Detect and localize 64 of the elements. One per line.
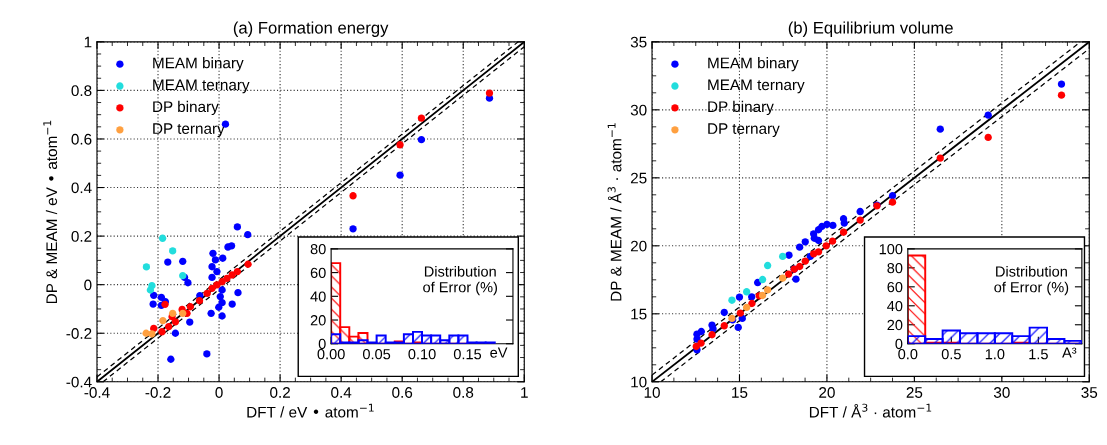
annotation: Distribution of Error (%) [994, 265, 1069, 296]
y-tick-label: 0 [895, 338, 903, 350]
y-tick-label: 30 [630, 104, 647, 116]
y-tick-label: 40 [887, 300, 903, 312]
x-tick-label: 30 [993, 387, 1010, 398]
x-tick-label: 0.10 [408, 348, 436, 360]
y-tick-label: 80 [887, 262, 903, 274]
legend-label: DP binary [708, 100, 774, 116]
legend-label: MEAM binary [708, 57, 799, 72]
y-tick-label: -0.2 [66, 328, 92, 339]
x-tick-label: 25 [906, 387, 923, 398]
y-tick-label: 60 [887, 281, 903, 293]
y-tick-label: 20 [310, 315, 326, 326]
y-tick-label: 0.4 [71, 182, 92, 194]
y-tick-label: 20 [630, 240, 647, 252]
y-tick-label: 100 [879, 243, 903, 255]
y-tick-label: 0.2 [71, 230, 92, 242]
y-tick-label: 20 [887, 319, 903, 331]
x-tick-label: 0.15 [453, 348, 482, 360]
chart-title: (a) Formation energy [233, 21, 389, 37]
legend-label: MEAM ternary [708, 79, 805, 94]
legend-label: MEAM binary [153, 57, 244, 72]
y-tick-label: 80 [310, 243, 326, 255]
annotation: Distribution of Error (%) [423, 265, 497, 296]
y-axis-title: DP & MEAM / eV • atom$^{−1}$ [43, 120, 58, 304]
x-tick-label: 0.4 [331, 387, 352, 398]
y-tick-label: 40 [310, 291, 326, 302]
y-tick-label: 0.6 [71, 133, 92, 145]
x-tick-label: 0.6 [392, 387, 413, 398]
x-tick-label: 1 [521, 387, 528, 398]
y-tick-label: 1 [84, 36, 92, 48]
y-tick-label: 10 [631, 376, 647, 388]
x-tick-label: 15 [732, 387, 748, 398]
x-tick-label: 1.0 [985, 348, 1005, 360]
legend-label: DP binary [153, 100, 219, 116]
chart-title: (b) Equilibrium volume [788, 21, 953, 37]
x-tick-label: 0 [215, 387, 223, 398]
x-axis-title: DFT / Å$^{3}$ · atom$^{−1}$ [809, 403, 932, 418]
legend-label: DP ternary [153, 123, 225, 137]
y-tick-label: 25 [630, 172, 647, 184]
y-tick-label: 0.8 [71, 85, 92, 97]
legend-label: MEAM ternary [153, 79, 250, 94]
y-tick-label: 0 [84, 279, 92, 291]
x-axis-title: A³ [1062, 347, 1077, 358]
x-tick-label: 0.00 [317, 348, 345, 360]
x-tick-label: 1.5 [1029, 349, 1048, 360]
y-tick-label: 35 [630, 36, 647, 48]
x-tick-label: 10 [644, 387, 660, 398]
x-tick-label: 0.05 [362, 348, 391, 360]
x-tick-label: 20 [819, 387, 835, 398]
x-tick-label: 0.0 [898, 348, 918, 360]
x-tick-label: 35 [1081, 387, 1098, 398]
x-axis-title: DFT / eV • atom$^{−1}$ [247, 403, 374, 418]
y-tick-label: -0.4 [66, 376, 92, 388]
y-axis-title: DP & MEAM / Å$^{3}$ · atom$^{−1}$ [607, 123, 622, 301]
x-tick-label: -0.2 [145, 387, 171, 398]
y-tick-label: 60 [310, 267, 326, 279]
legend-label: DP ternary [708, 123, 780, 137]
y-tick-label: 0 [318, 338, 326, 350]
x-axis-title: eV [490, 347, 508, 358]
y-tick-label: 15 [631, 308, 647, 320]
x-tick-label: 0.2 [270, 387, 290, 398]
x-tick-label: 0.5 [941, 348, 961, 360]
x-tick-label: 0.8 [453, 387, 474, 398]
